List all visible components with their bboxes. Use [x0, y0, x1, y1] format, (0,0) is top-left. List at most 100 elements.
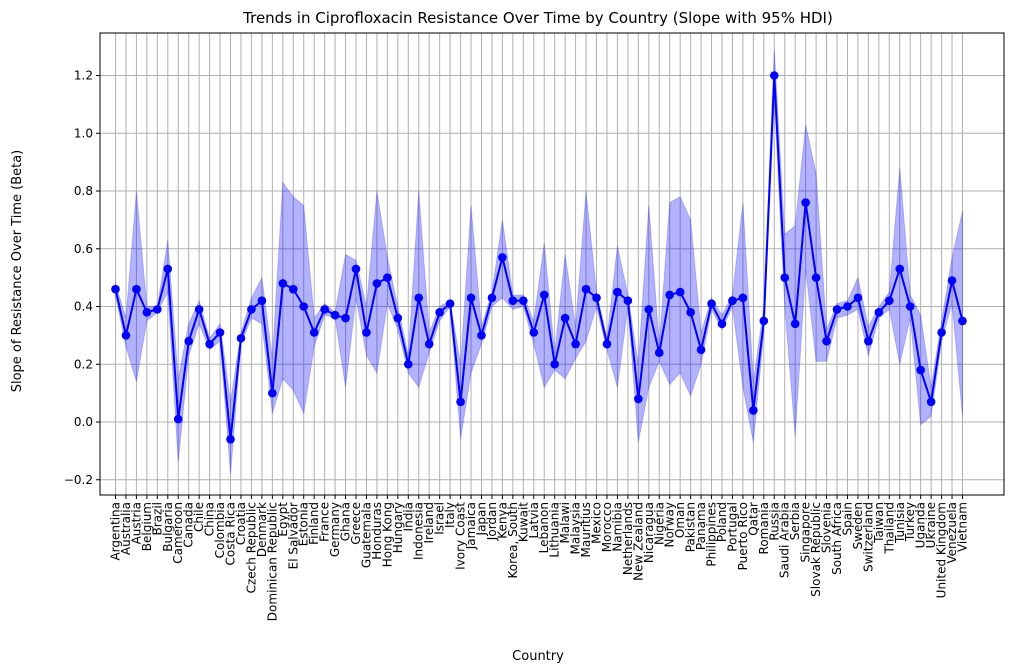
y-tick-label: 0.6 — [74, 242, 93, 256]
data-point — [383, 273, 392, 282]
data-point — [759, 316, 769, 326]
x-tick-label: India — [401, 502, 415, 531]
data-point — [811, 273, 821, 282]
x-tick-label: France — [318, 502, 332, 542]
x-tick-label: Bulgaria — [161, 502, 175, 552]
data-point — [247, 305, 256, 314]
data-point — [696, 345, 706, 355]
plot-frame — [99, 32, 1005, 496]
data-point — [351, 264, 361, 274]
x-tick-label: Morocco — [600, 502, 614, 552]
x-tick-label: Thailand — [882, 502, 896, 555]
data-point — [874, 307, 884, 317]
x-tick-label: Namibia — [610, 502, 624, 552]
x-tick-label: Kuwait — [516, 502, 530, 542]
series-line-layer — [114, 74, 964, 441]
data-point — [822, 336, 831, 346]
x-tick-label: Serbia — [788, 502, 802, 540]
data-point — [885, 296, 894, 306]
x-tick-label: Kenya — [495, 502, 509, 539]
data-point — [644, 305, 654, 314]
y-tick-label: −0.2 — [64, 473, 93, 487]
x-tick-label: Mauritius — [579, 502, 593, 557]
x-tick-label: Argentina — [109, 502, 123, 561]
x-tick-label: Ireland — [422, 502, 436, 544]
x-tick-label: South Africa — [830, 502, 844, 575]
data-point — [330, 310, 340, 320]
y-tick-label: 1.2 — [74, 69, 93, 83]
data-point — [215, 328, 225, 337]
x-tick-label: Jamaica — [464, 502, 478, 550]
x-tick-label: Dominican Republic — [265, 502, 279, 621]
data-point — [477, 331, 486, 340]
data-point — [560, 313, 570, 323]
x-tick-label: Estonia — [297, 502, 311, 546]
data-point — [780, 273, 790, 282]
x-tick-label: China — [203, 502, 217, 536]
x-tick-label: Croatia — [234, 502, 248, 545]
x-tick-label: Slovak Republic — [809, 502, 823, 597]
x-tick-label: Cameroon — [171, 502, 185, 564]
data-point — [487, 293, 497, 303]
x-tick-label: Vietnam — [956, 502, 970, 552]
data-point-layer — [111, 71, 967, 444]
data-point — [665, 290, 675, 300]
data-point — [947, 276, 957, 285]
data-point — [288, 284, 298, 294]
data-point — [236, 333, 246, 343]
x-tick-label: Latvia — [527, 502, 541, 539]
y-tick-label: 1.0 — [74, 126, 93, 140]
data-point — [581, 284, 591, 294]
data-point — [393, 313, 403, 323]
x-tick-label: Canada — [182, 502, 196, 548]
data-point — [843, 302, 852, 311]
y-axis-ticks: −0.2 0.0 0.2 0.4 0.6 0.8 1.0 1.2 — [64, 69, 100, 487]
x-tick-label: Netherlands — [621, 502, 635, 575]
data-point — [529, 328, 539, 337]
x-tick-label: Tunisia — [893, 502, 907, 544]
data-point — [226, 435, 235, 444]
data-point — [937, 328, 946, 337]
x-tick-label: Russia — [767, 502, 781, 541]
x-tick-label: Qatar — [746, 502, 760, 536]
x-tick-label: Egypt — [276, 502, 290, 537]
x-tick-label: Brazil — [150, 502, 164, 536]
x-tick-label: Puerto Rico — [736, 502, 750, 570]
chart-title: Trends in Ciprofloxacin Resistance Over … — [242, 9, 833, 27]
x-tick-label: Malaysia — [569, 502, 583, 554]
data-point — [508, 296, 518, 306]
data-point — [299, 302, 309, 311]
x-tick-label: Colombia — [213, 502, 227, 558]
x-tick-label: Switzerland — [861, 502, 875, 572]
x-tick-label: Honduras — [370, 502, 384, 560]
data-point — [268, 388, 277, 398]
x-tick-label: Australia — [119, 502, 133, 555]
x-tick-label: Belgium — [140, 502, 154, 551]
data-point — [832, 305, 842, 314]
x-tick-label: Saudi Arabia — [778, 502, 792, 578]
data-point — [738, 293, 748, 303]
x-tick-label: Sweden — [851, 502, 865, 549]
x-tick-label: Hong Kong — [380, 502, 394, 567]
x-tick-label: Turkey — [903, 502, 917, 542]
data-point — [403, 359, 413, 369]
data-point — [372, 279, 382, 288]
x-tick-label: Singapore — [799, 502, 813, 563]
x-tick-label: Israel — [433, 502, 447, 535]
data-point — [707, 299, 716, 308]
data-point — [654, 348, 664, 358]
x-tick-label: Nigeria — [652, 502, 666, 545]
data-point — [916, 365, 925, 375]
data-point — [194, 305, 204, 314]
x-tick-label: Slovenia — [820, 502, 834, 553]
data-point — [424, 339, 434, 349]
data-point — [602, 339, 612, 349]
data-point — [456, 397, 465, 407]
x-tick-label: Uganda — [914, 502, 928, 548]
data-point — [926, 397, 936, 407]
data-point — [539, 290, 549, 300]
x-tick-label: United Kingdom — [935, 502, 949, 598]
data-point — [173, 414, 183, 424]
x-tick-label: Pakistan — [684, 502, 698, 552]
